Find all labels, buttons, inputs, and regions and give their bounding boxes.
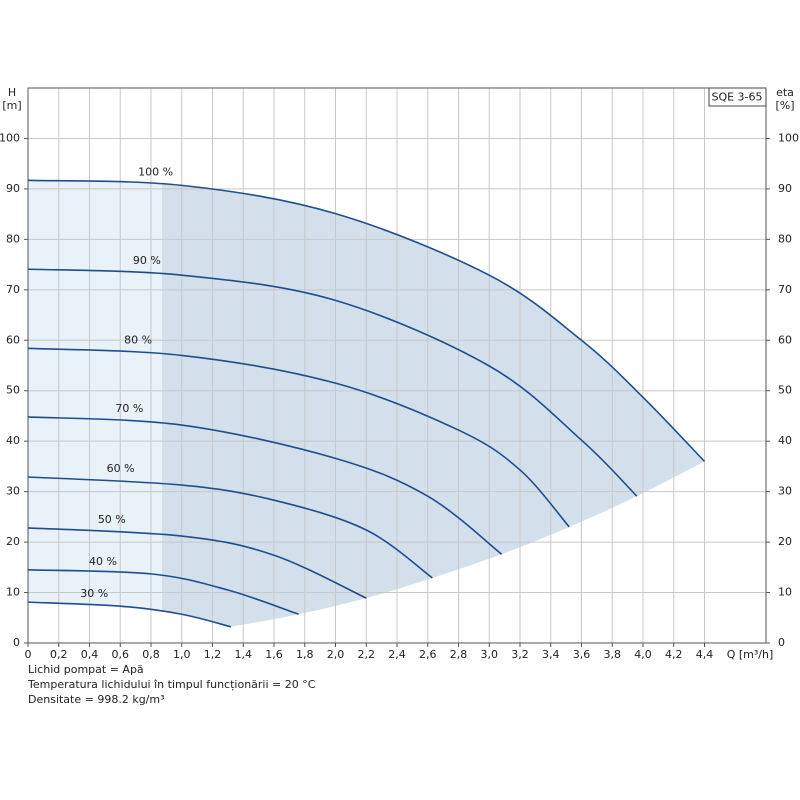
curve-label: 80 % <box>124 333 152 346</box>
x-tick-label: 0 <box>25 648 32 661</box>
area-layer <box>28 180 705 627</box>
y-axis-name: H <box>8 86 16 99</box>
curve-label: 90 % <box>133 254 161 267</box>
model-label: SQE 3-65 <box>711 91 762 104</box>
y-tick-label: 60 <box>6 333 20 346</box>
x-tick-label: 0,2 <box>50 648 68 661</box>
x-tick-label: 4,0 <box>634 648 652 661</box>
y-tick-label: 30 <box>6 485 20 498</box>
y-tick-label: 100 <box>0 131 20 144</box>
y2-tick-label: 0 <box>778 636 785 649</box>
x-tick-label: 4,4 <box>696 648 714 661</box>
speed-curve <box>27 601 232 628</box>
y2-axis-name: eta <box>776 86 794 99</box>
x-tick-label: 2,6 <box>419 648 437 661</box>
operating-area <box>161 183 705 627</box>
curve-label: 30 % <box>80 587 108 600</box>
note: Densitate = 998.2 kg/m³ <box>28 693 165 706</box>
y2-axis-unit: [%] <box>775 99 794 112</box>
x-tick-label: 0,6 <box>112 648 130 661</box>
y2-tick-label: 10 <box>778 586 792 599</box>
y-tick-label: 50 <box>6 384 20 397</box>
y-tick-label: 70 <box>6 283 20 296</box>
x-tick-label: 3,8 <box>604 648 622 661</box>
x-tick-label: 3,0 <box>481 648 499 661</box>
x-tick-label: 2,4 <box>388 648 406 661</box>
operating-area-light <box>28 180 162 611</box>
curve-label: 60 % <box>107 462 135 475</box>
x-tick-label: 2,0 <box>327 648 345 661</box>
y2-tick-label: 20 <box>778 535 792 548</box>
x-tick-label: 3,4 <box>542 648 560 661</box>
y-tick-label: 90 <box>6 182 20 195</box>
curve-label: 70 % <box>115 402 143 415</box>
speed-curve <box>27 268 638 497</box>
x-tick-label: 2,2 <box>358 648 376 661</box>
y2-tick-label: 30 <box>778 485 792 498</box>
speed-curve <box>27 347 570 528</box>
curve-label: 50 % <box>98 513 126 526</box>
x-tick-label: 1,2 <box>204 648 222 661</box>
y2-tick-label: 50 <box>778 384 792 397</box>
note: Lichid pompat = Apă <box>28 663 144 676</box>
x-tick-label: 1,8 <box>296 648 314 661</box>
y2-tick-label: 100 <box>778 131 799 144</box>
curve-label: 100 % <box>138 165 173 178</box>
curve-label: 40 % <box>89 555 117 568</box>
x-tick-label: 0,4 <box>81 648 99 661</box>
x-tick-label: 1,4 <box>235 648 253 661</box>
model-box <box>708 87 767 107</box>
x-tick-label: 3,2 <box>511 648 529 661</box>
x-tick-label: 2,8 <box>450 648 468 661</box>
x-tick-label: 4,2 <box>665 648 683 661</box>
y-axis-unit: [m] <box>2 99 21 112</box>
speed-curve <box>27 179 706 462</box>
speed-curve <box>27 527 367 599</box>
y2-tick-label: 80 <box>778 232 792 245</box>
y-tick-label: 20 <box>6 535 20 548</box>
y-tick-label: 80 <box>6 232 20 245</box>
speed-curve <box>27 416 503 555</box>
y2-tick-label: 60 <box>778 333 792 346</box>
x-tick-label: 1,6 <box>265 648 283 661</box>
y-tick-label: 40 <box>6 434 20 447</box>
y2-tick-label: 70 <box>778 283 792 296</box>
speed-curve <box>27 569 299 615</box>
x-axis-label: Q [m³/h] <box>727 648 774 661</box>
y-tick-label: 10 <box>6 586 20 599</box>
speed-curve <box>27 476 433 579</box>
y2-tick-label: 90 <box>778 182 792 195</box>
note: Temperatura lichidului în timpul funcțio… <box>27 678 316 691</box>
y-tick-label: 0 <box>13 636 20 649</box>
x-tick-label: 3,6 <box>573 648 591 661</box>
y2-tick-label: 40 <box>778 434 792 447</box>
x-tick-label: 1,0 <box>173 648 191 661</box>
x-tick-label: 0,8 <box>142 648 160 661</box>
